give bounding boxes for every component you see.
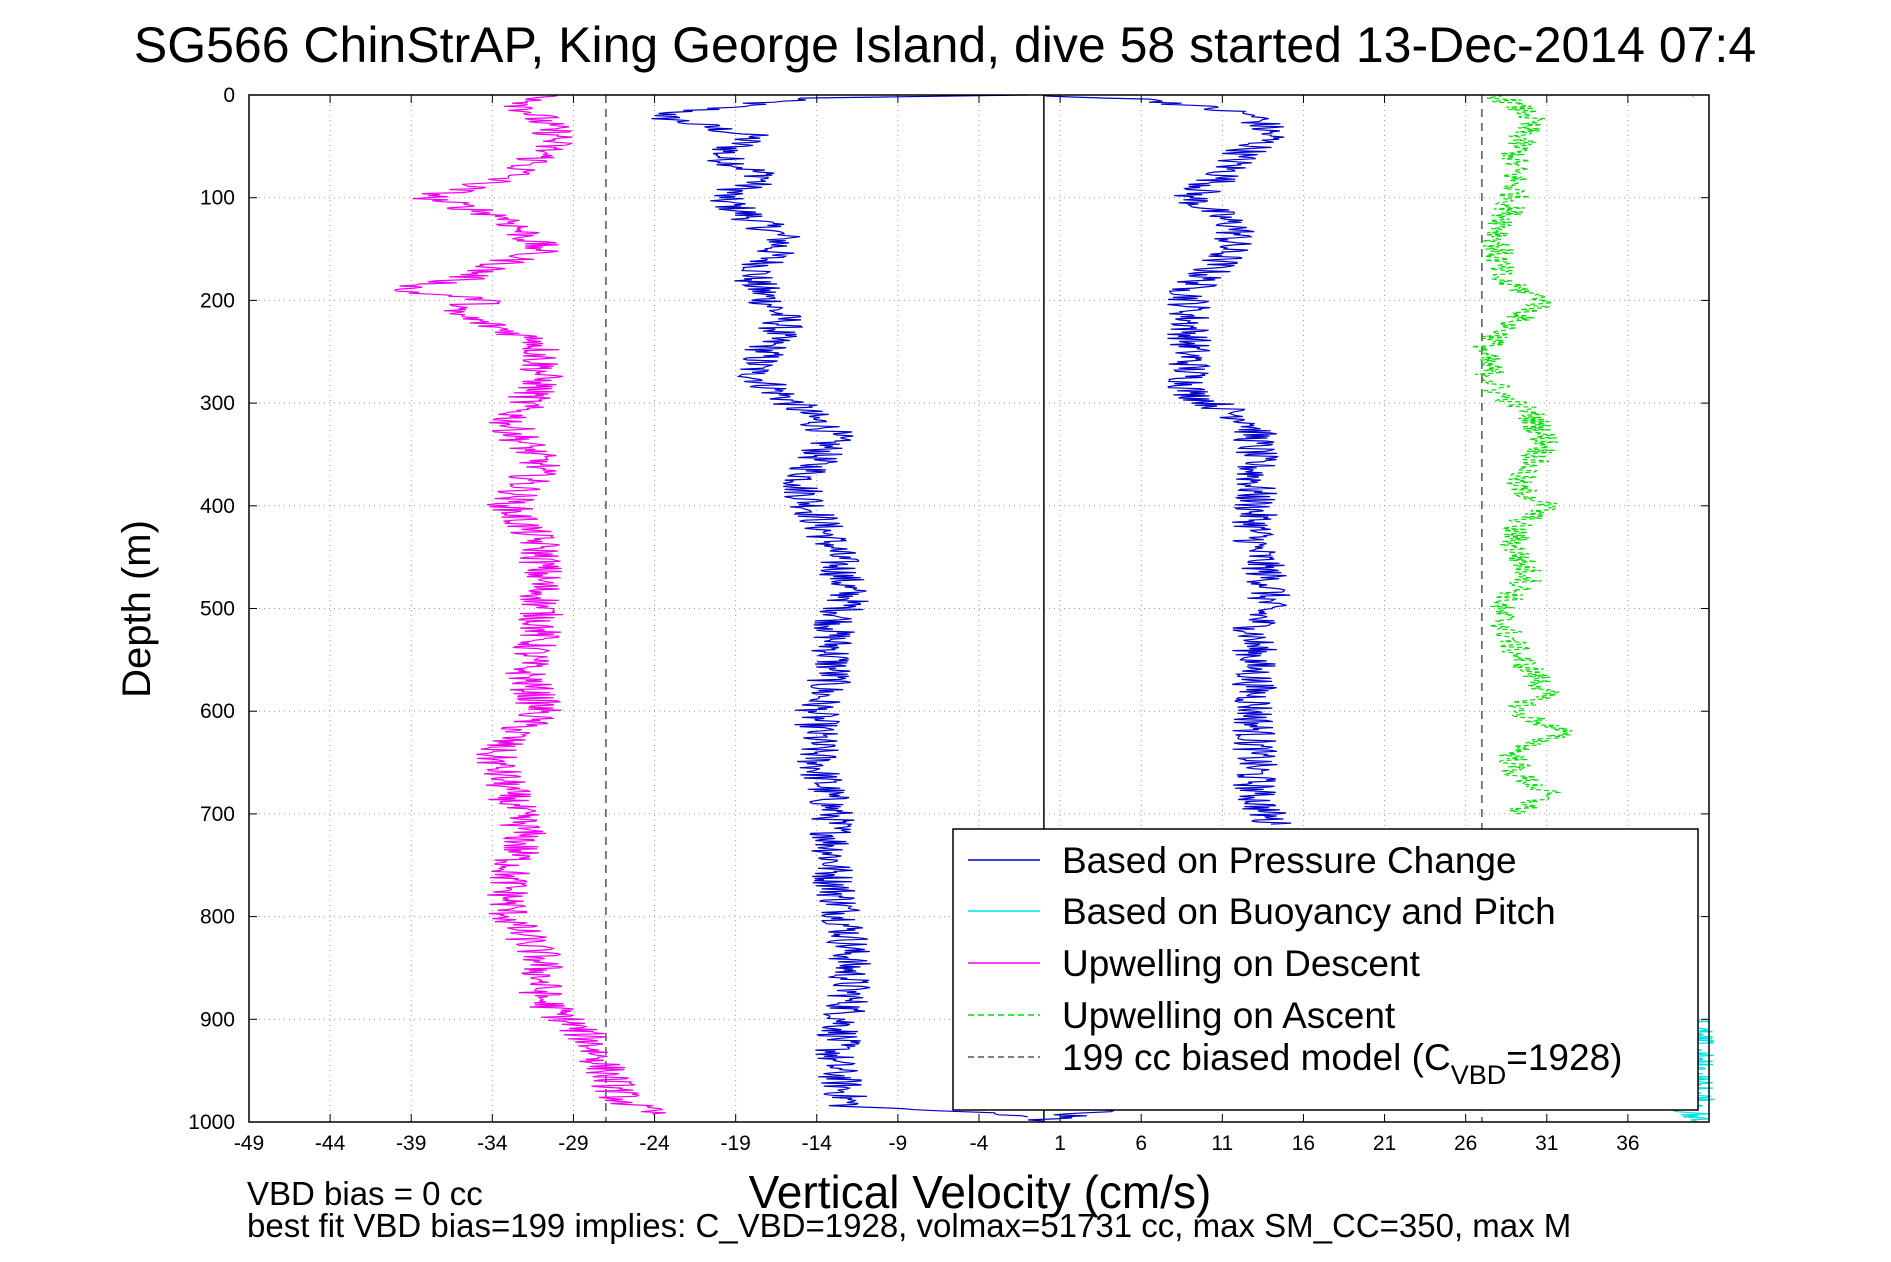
x-tick-label: 11 [1211, 1132, 1233, 1155]
x-tick-label: -44 [315, 1132, 346, 1155]
x-tick-label: 6 [1135, 1132, 1147, 1155]
y-tick-label: 800 [200, 906, 235, 929]
x-tick-label: -39 [396, 1132, 426, 1155]
chart-title: SG566 ChinStrAP, King George Island, div… [134, 17, 1756, 73]
x-tick-label: 36 [1616, 1132, 1639, 1155]
y-tick-label: 0 [223, 84, 235, 107]
x-tick-label: -24 [639, 1132, 670, 1155]
series-line-0-segment-0 [651, 94, 1028, 1118]
x-tick-label: -19 [720, 1132, 750, 1155]
y-tick-label: 400 [200, 495, 235, 518]
x-axis-ticks: -49 -44 -39 -34 -29 -24 -19 -14 -9 -4 1 6 11 16 21 26 31… [234, 95, 1640, 1155]
y-tick-label: 200 [200, 289, 235, 312]
x-axis-label: Vertical Velocity (cm/s) [749, 1166, 1212, 1218]
y-tick-label: 900 [200, 1008, 235, 1031]
y-axis-label: Depth (m) [115, 520, 159, 698]
legend-label: Upwelling on Ascent [1062, 995, 1396, 1036]
x-tick-label: -14 [802, 1132, 833, 1155]
x-tick-label: -9 [889, 1132, 908, 1155]
series-line-0-segment-1 [1043, 94, 1292, 825]
y-tick-label: 100 [200, 187, 235, 210]
x-tick-label: 26 [1454, 1132, 1477, 1155]
x-tick-label: 31 [1535, 1132, 1558, 1155]
y-axis-ticks: 0 100 200 300 400 500 600 700 800 900 1000 [188, 84, 1709, 1134]
series-line-2-segment-0 [393, 94, 666, 1116]
x-tick-label: 1 [1054, 1132, 1066, 1155]
x-tick-label: -29 [558, 1132, 588, 1155]
legend-label: Upwelling on Descent [1062, 943, 1421, 984]
y-tick-label: 500 [200, 598, 235, 621]
y-tick-label: 1000 [188, 1111, 235, 1134]
legend-box [952, 828, 1699, 1111]
legend-label: Based on Pressure Change [1062, 840, 1517, 881]
legend: Based on Pressure Change Based on Buoyanc… [952, 828, 1699, 1111]
y-tick-label: 600 [200, 700, 235, 723]
y-tick-label: 300 [200, 392, 235, 415]
annotation-best-fit: best fit VBD bias=199 implies: C_VBD=192… [247, 1207, 1571, 1244]
x-tick-label: -49 [234, 1132, 264, 1155]
legend-label: Based on Buoyancy and Pitch [1062, 891, 1556, 932]
series-line-3-segment-0 [1471, 94, 1573, 815]
x-tick-label: 21 [1373, 1132, 1396, 1155]
x-tick-label: -34 [477, 1132, 508, 1155]
annotation-vbd-bias: VBD bias = 0 cc [247, 1175, 483, 1212]
x-tick-label: -4 [970, 1132, 989, 1155]
x-tick-label: 16 [1292, 1132, 1315, 1155]
y-tick-label: 700 [200, 803, 235, 826]
